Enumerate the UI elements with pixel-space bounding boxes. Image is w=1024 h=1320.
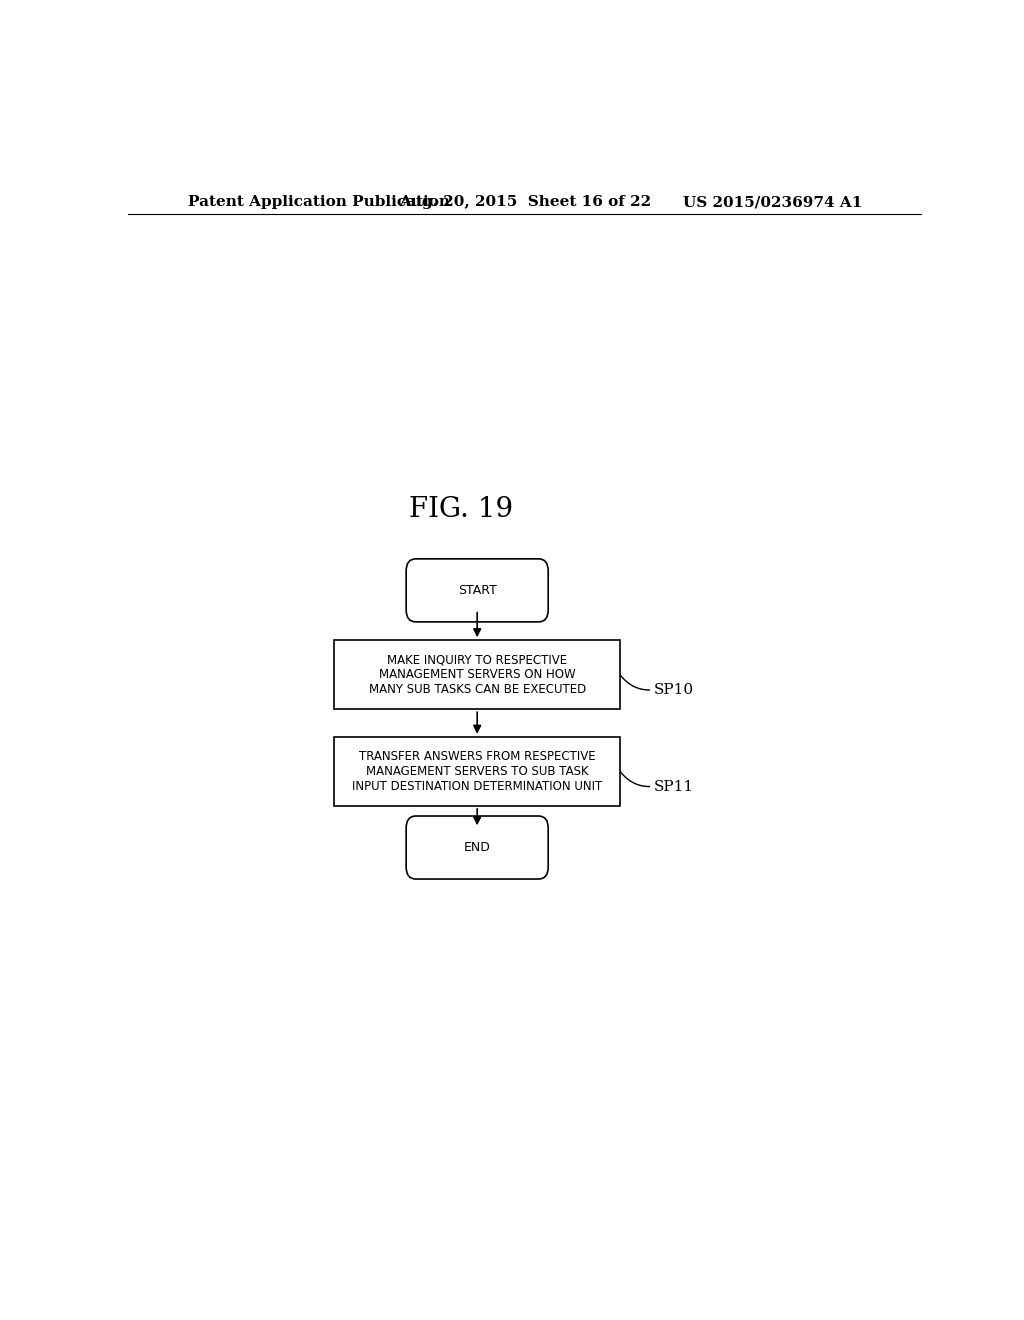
Text: US 2015/0236974 A1: US 2015/0236974 A1 [683,195,862,209]
Text: Aug. 20, 2015  Sheet 16 of 22: Aug. 20, 2015 Sheet 16 of 22 [398,195,651,209]
Text: START: START [458,583,497,597]
Text: Patent Application Publication: Patent Application Publication [187,195,450,209]
Text: SP10: SP10 [653,682,693,697]
Text: MAKE INQUIRY TO RESPECTIVE
MANAGEMENT SERVERS ON HOW
MANY SUB TASKS CAN BE EXECU: MAKE INQUIRY TO RESPECTIVE MANAGEMENT SE… [369,653,586,696]
Text: SP11: SP11 [653,780,693,793]
FancyBboxPatch shape [334,640,620,709]
FancyBboxPatch shape [334,737,620,805]
Text: FIG. 19: FIG. 19 [410,495,513,523]
Text: END: END [464,841,490,854]
FancyBboxPatch shape [407,558,548,622]
Text: TRANSFER ANSWERS FROM RESPECTIVE
MANAGEMENT SERVERS TO SUB TASK
INPUT DESTINATIO: TRANSFER ANSWERS FROM RESPECTIVE MANAGEM… [352,750,602,793]
FancyBboxPatch shape [407,816,548,879]
